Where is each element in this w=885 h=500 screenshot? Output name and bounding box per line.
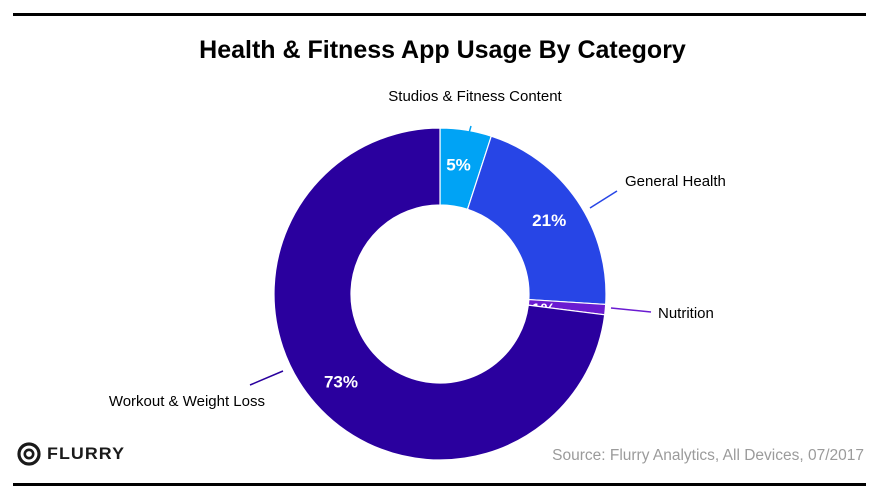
data-label-studios-and-fitness-content: 5% (446, 156, 471, 175)
leader-line-general-health (589, 190, 618, 209)
category-label-nutrition: Nutrition (658, 305, 714, 322)
slice-workout-and-weight-loss (273, 127, 606, 461)
top-rule (13, 13, 866, 16)
leader-line-nutrition (610, 307, 652, 313)
bottom-rule (13, 483, 866, 486)
source-note: Source: Flurry Analytics, All Devices, 0… (552, 447, 864, 464)
data-label-general-health: 21% (532, 211, 566, 230)
flurry-logo-icon (17, 442, 41, 466)
flurry-logo-text: FLURRY (47, 444, 126, 463)
slice-general-health (466, 135, 607, 306)
data-label-workout-and-weight-loss: 73% (324, 372, 358, 391)
flurry-logo: FLURRY (17, 442, 124, 466)
leader-line-workout-and-weight-loss (249, 370, 284, 386)
category-label-workout-and-weight-loss: Workout & Weight Loss (109, 393, 265, 410)
category-label-general-health: General Health (625, 173, 726, 190)
category-label-studios-and-fitness-content: Studios & Fitness Content (388, 88, 562, 105)
chart-title: Health & Fitness App Usage By Category (199, 36, 686, 64)
leader-line-studios-and-fitness-content (466, 125, 472, 141)
